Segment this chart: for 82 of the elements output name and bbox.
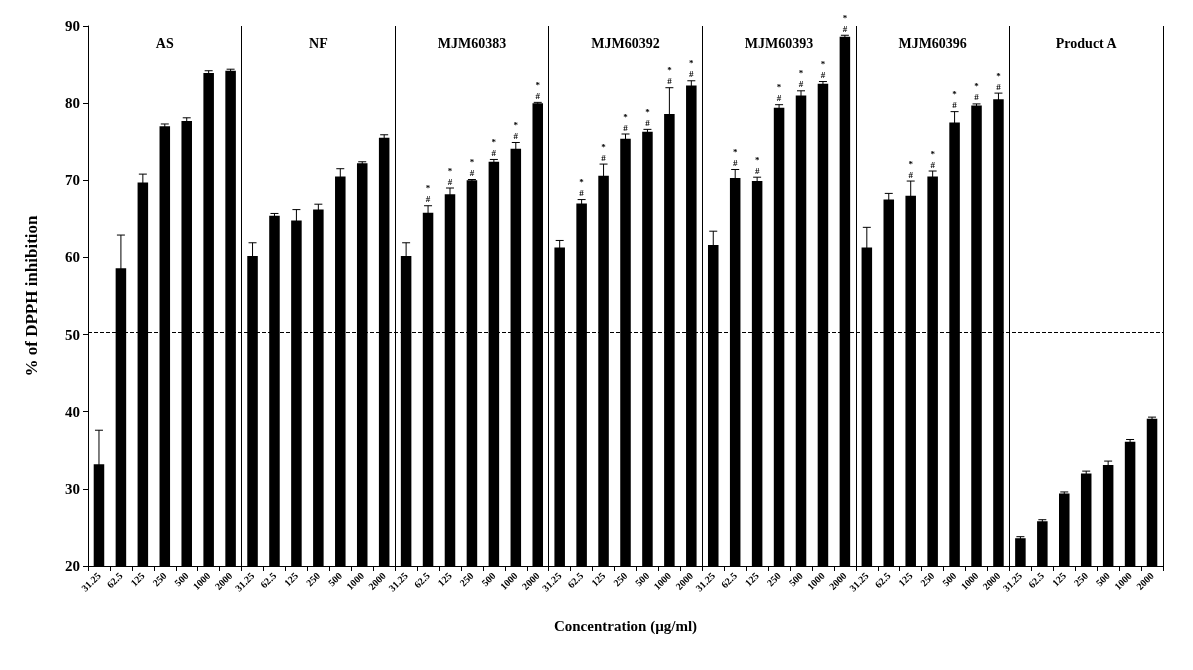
data-label: * # — [820, 59, 826, 81]
x-tick-label: 62.5 — [104, 570, 125, 591]
data-label: * # — [601, 141, 607, 163]
x-tick-label: 250 — [457, 570, 476, 589]
x-tick-label: 500 — [172, 570, 191, 589]
x-tick-label: 500 — [479, 570, 498, 589]
data-label: * # — [974, 81, 980, 103]
x-tick-label: 250 — [918, 570, 937, 589]
x-tick-label: 1000 — [804, 570, 827, 593]
x-tick-label: 1000 — [344, 570, 367, 593]
x-tick-label: 62.5 — [872, 570, 893, 591]
annotation: AS — [155, 35, 174, 51]
data-label: * # — [908, 158, 914, 180]
data-label: * # — [645, 106, 651, 128]
x-tick-label: 62.5 — [258, 570, 279, 591]
y-tick-label: 80 — [65, 95, 80, 112]
x-tick-label: 500 — [325, 570, 345, 589]
x-tick-label: 125 — [1049, 570, 1069, 589]
data-label: * # — [491, 136, 497, 158]
annotation: MJM60383 — [437, 35, 507, 51]
x-tick-label: 62.5 — [565, 570, 586, 591]
x-tick-label: 1000 — [1112, 570, 1134, 593]
y-axis-title: % of DPPH inhibition — [22, 214, 41, 377]
data-label: * # — [667, 65, 673, 87]
data-label: * # — [623, 111, 629, 133]
x-tick-label: 250 — [1071, 570, 1091, 589]
x-tick-label: 2000 — [673, 570, 696, 593]
x-tick-label: 500 — [940, 570, 959, 589]
data-label: * # — [535, 79, 541, 101]
x-tick-label: 500 — [786, 570, 805, 589]
x-tick-label: 2000 — [519, 570, 542, 593]
data-label: * # — [996, 70, 1002, 92]
y-tick-label: 50 — [65, 326, 80, 343]
data-label: * # — [930, 148, 936, 170]
x-tick-label: 125 — [281, 570, 301, 589]
data-label: * # — [689, 58, 695, 80]
y-tick-label: 30 — [65, 480, 80, 497]
data-label: * # — [842, 12, 848, 34]
data-label: * # — [732, 146, 738, 168]
data-label: * # — [513, 119, 519, 141]
y-tick-label: 20 — [65, 558, 80, 574]
x-tick-label: 250 — [764, 570, 783, 589]
data-label: * # — [952, 89, 958, 111]
x-tick-label: 62.5 — [411, 570, 432, 591]
x-tick-label: 125 — [742, 570, 762, 589]
x-tick-label: 2000 — [366, 570, 389, 593]
x-tick-label: 1000 — [190, 570, 213, 593]
x-tick-label: 1000 — [497, 570, 520, 593]
x-tick-label: 500 — [632, 570, 652, 589]
y-tick-label: 60 — [65, 249, 80, 266]
x-tick-label: 2000 — [980, 570, 1003, 593]
x-tick-label: 250 — [303, 570, 323, 589]
data-label: * # — [776, 82, 782, 104]
x-tick-label: 500 — [1093, 570, 1113, 589]
annotation: Product A — [1055, 35, 1118, 51]
data-label: * # — [798, 68, 804, 90]
data-label: * # — [469, 157, 475, 179]
annotation: MJM60393 — [744, 35, 814, 51]
x-tick-label: 250 — [150, 570, 169, 589]
x-tick-label: 125 — [589, 570, 608, 589]
x-tick-label: 2000 — [212, 570, 235, 593]
x-tick-label: 2000 — [826, 570, 849, 593]
x-tick-label: 2000 — [1134, 570, 1156, 593]
x-tick-label: 125 — [435, 570, 454, 589]
data-label: * # — [754, 154, 760, 176]
x-axis-title: Concentration (µg/ml) — [553, 617, 698, 635]
x-tick-label: 125 — [896, 570, 915, 589]
annotation: NF — [309, 35, 328, 51]
y-tick-label: 90 — [65, 18, 80, 34]
x-tick-label: 1000 — [958, 570, 981, 593]
x-tick-label: 250 — [611, 570, 630, 589]
y-tick-label: 40 — [65, 403, 80, 420]
data-label: * # — [579, 177, 585, 199]
annotation: MJM60396 — [898, 35, 967, 51]
x-tick-label: 62.5 — [718, 570, 740, 591]
data-label: * # — [425, 183, 431, 205]
x-tick-label: 62.5 — [1026, 570, 1047, 591]
y-tick-label: 70 — [65, 172, 80, 189]
data-label: * # — [447, 165, 453, 187]
x-tick-label: 125 — [128, 570, 147, 589]
x-tick-label: 1000 — [651, 570, 674, 593]
annotation: MJM60392 — [591, 35, 660, 51]
